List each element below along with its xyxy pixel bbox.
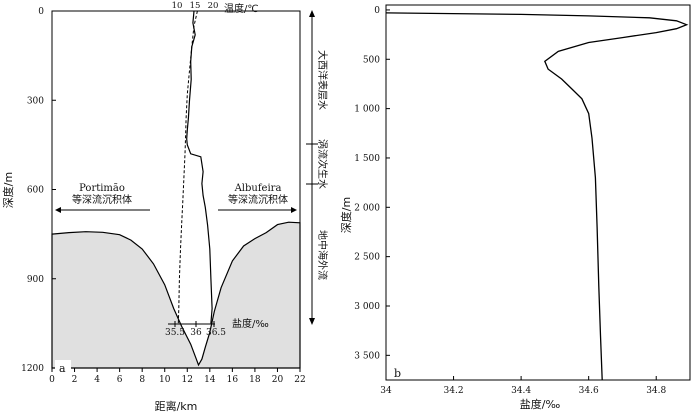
panel-a: 0 2 4 6 8 10 12 14 16 18 20 22 0 300 600 900 1200 10 15…	[1, 1, 329, 413]
panel-a-y-axis-label: 深度/m	[1, 172, 15, 208]
temperature-tick-label: 15	[190, 1, 201, 11]
salinity-axis-label: 盐度/‰	[232, 317, 269, 330]
x-tick-label: 12	[182, 375, 193, 385]
y-tick-label: 2 500	[354, 253, 380, 263]
deposit-name-portimao: Portimão	[79, 183, 125, 194]
deposit-label-albufeira: 等深流沉积体	[228, 193, 288, 206]
panel-b-frame	[385, 4, 691, 381]
x-tick-label: 22	[294, 375, 305, 385]
y-tick-label: 0	[38, 7, 44, 17]
x-tick-label: 14	[204, 375, 216, 385]
water-mass-label: 涡流次生水	[316, 139, 329, 189]
x-tick-label: 10	[159, 375, 171, 385]
y-tick-label: 3 000	[354, 302, 380, 312]
panel-a-x-axis-label: 距离/km	[155, 399, 198, 413]
water-mass-label: 大西洋表层水	[316, 50, 329, 110]
panel-b-letter: b	[394, 367, 401, 380]
salinity-tick-label: 35.5	[165, 328, 185, 338]
temperature-tick-label: 20	[208, 1, 219, 11]
y-tick-label: 2 000	[354, 203, 380, 213]
panel-a-letter: a	[59, 362, 66, 375]
panel-b-x-axis-label: 盐度/‰	[520, 397, 561, 411]
series-dashed-line	[177, 10, 198, 324]
x-tick-label: 4	[94, 375, 100, 385]
x-tick-label: 18	[249, 375, 261, 385]
y-tick-label: 300	[27, 96, 44, 106]
seafloor-fill	[51, 221, 301, 369]
y-tick-label: 500	[363, 55, 380, 65]
x-tick-label: 16	[227, 375, 239, 385]
deposit-label-portimao: 等深流沉积体	[72, 193, 132, 206]
y-tick-label: 1 500	[354, 154, 380, 164]
water-mass-label: 地中海外流	[316, 230, 329, 280]
panel-b-y-axis-label: 深度/m	[339, 197, 353, 233]
salinity-tick-label: 36.5	[206, 328, 226, 338]
x-tick-label: 6	[117, 375, 123, 385]
x-tick-label: 34.2	[444, 386, 464, 396]
y-tick-label: 3 500	[354, 351, 380, 361]
x-tick-label: 2	[72, 375, 78, 385]
y-tick-label: 1 000	[354, 105, 380, 115]
x-tick-label: 0	[49, 375, 55, 385]
panel-b: 34 34.2 34.4 34.6 34.8 0 500 1 000 1 500 2 000 2 …	[339, 4, 691, 411]
y-tick-label: 0	[374, 6, 380, 16]
temperature-tick-label: 10	[172, 1, 183, 11]
x-tick-label: 8	[139, 375, 145, 385]
y-tick-label: 900	[27, 275, 44, 285]
x-tick-label: 34.8	[646, 386, 666, 396]
x-tick-label: 34	[380, 386, 392, 396]
y-tick-label: 1200	[21, 364, 44, 374]
x-tick-label: 34.4	[511, 386, 531, 396]
temperature-axis-label: 温度/℃	[224, 2, 259, 15]
series-solid-line	[186, 10, 213, 324]
x-tick-label: 20	[272, 375, 284, 385]
salinity-tick-label: 36	[190, 328, 202, 338]
x-tick-label: 34.6	[579, 386, 599, 396]
salinity-profile-line	[385, 12, 689, 381]
y-tick-label: 600	[27, 186, 44, 196]
deposit-name-albufeira: Albufeira	[234, 183, 282, 194]
